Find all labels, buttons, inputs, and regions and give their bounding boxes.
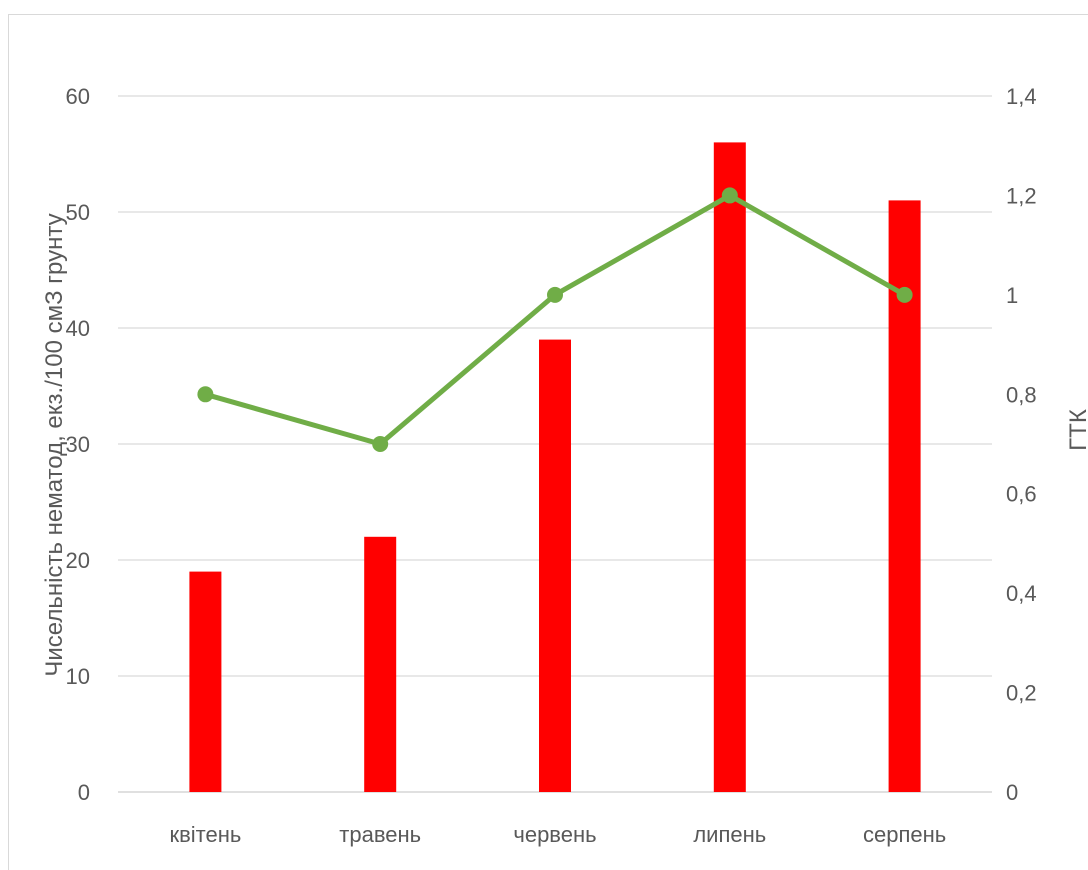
x-tick-label: травень: [339, 822, 421, 847]
bar: [189, 571, 222, 792]
y-tick-label: 50: [66, 200, 90, 225]
x-tick-labels: квітень травень червень липень серпень: [169, 822, 946, 847]
points-layer: [197, 187, 913, 452]
y2-tick-label: 0,2: [1006, 681, 1037, 706]
y-tick-label: 10: [66, 664, 90, 689]
y-tick-label: 40: [66, 316, 90, 341]
y2-tick-label: 1,4: [1006, 84, 1037, 109]
bar: [713, 142, 746, 792]
y2-tick-label: 1: [1006, 283, 1018, 308]
x-tick-label: червень: [513, 822, 596, 847]
x-tick-label: квітень: [169, 822, 241, 847]
line-point: [372, 436, 389, 452]
bar: [539, 339, 571, 792]
y-axis-label: Чисельність нематод, екз./100 смЗ грунту: [41, 213, 68, 676]
bar: [364, 536, 397, 792]
x-tick-label: липень: [693, 822, 766, 847]
y-tick-label: 20: [66, 548, 90, 573]
y2-tick-label: 0,8: [1006, 382, 1037, 407]
y2-tick-label: 0,4: [1006, 581, 1037, 606]
chart-frame: [8, 14, 1088, 870]
y2-tick-labels: 0 0,2 0,4 0,6 0,8 1 1,2 1,4: [1006, 84, 1037, 805]
y-tick-labels: 0 10 20 30 40 50 60: [66, 84, 90, 805]
x-tick-label: серпень: [863, 822, 946, 847]
y-tick-label: 0: [78, 780, 90, 805]
y2-axis-label: ГТК: [1065, 409, 1088, 451]
y2-tick-label: 0: [1006, 780, 1018, 805]
y2-tick-label: 0,6: [1006, 482, 1037, 507]
line-point: [547, 286, 563, 303]
line-point: [197, 386, 214, 403]
y-tick-label: 30: [66, 432, 90, 457]
line-point: [896, 286, 913, 303]
line-point: [721, 187, 738, 204]
y-tick-label: 60: [66, 84, 90, 109]
y2-tick-label: 1,2: [1006, 183, 1037, 208]
